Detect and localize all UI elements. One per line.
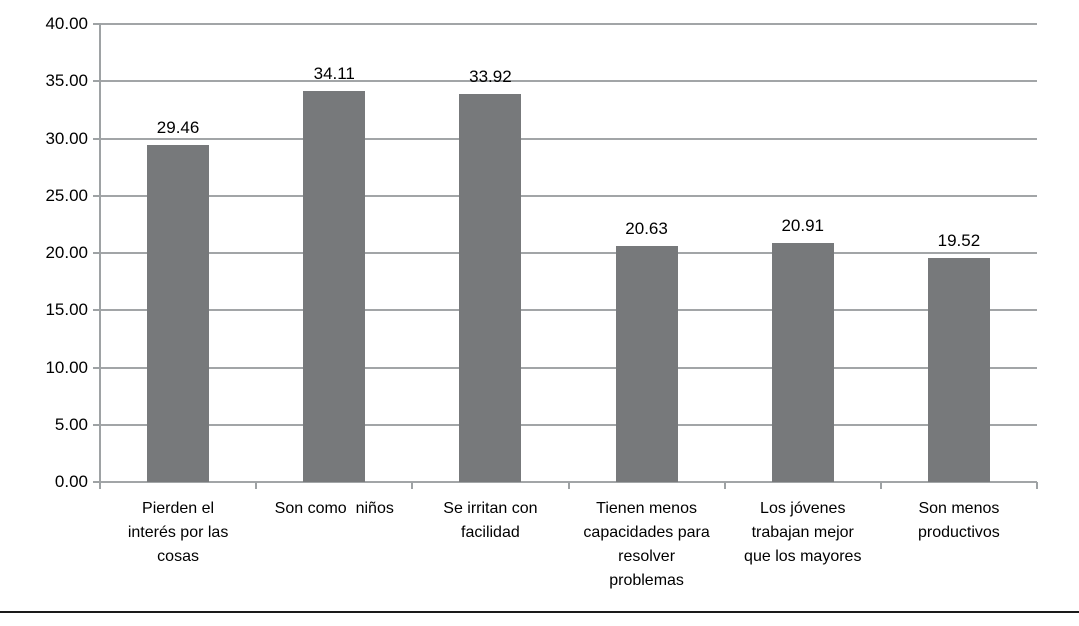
bar bbox=[303, 91, 366, 482]
bar bbox=[615, 245, 678, 482]
bar bbox=[927, 258, 990, 482]
y-axis-tick bbox=[93, 23, 100, 25]
gridline bbox=[100, 309, 1037, 312]
x-axis-tick bbox=[879, 482, 882, 489]
gridline bbox=[100, 366, 1037, 369]
bar-value-label: 34.11 bbox=[313, 64, 355, 84]
bar-value-label: 20.91 bbox=[781, 215, 825, 235]
x-axis-tick bbox=[255, 482, 258, 489]
y-tick-label: 0.00 bbox=[54, 472, 88, 491]
y-axis-tick bbox=[93, 309, 100, 312]
y-axis-tick bbox=[93, 194, 100, 197]
x-axis-tick bbox=[1036, 482, 1038, 489]
gridline bbox=[100, 252, 1037, 254]
gridline bbox=[100, 23, 1037, 25]
y-axis-tick bbox=[93, 80, 100, 83]
y-axis-tick bbox=[93, 137, 100, 140]
gridline bbox=[100, 423, 1037, 426]
x-axis-tick bbox=[99, 482, 101, 489]
y-tick-label: 30.00 bbox=[45, 128, 88, 148]
figure-bottom-rule bbox=[0, 611, 1079, 613]
x-category-label: Se irritan con facilidad bbox=[443, 500, 538, 541]
y-tick-label: 40.00 bbox=[45, 14, 88, 33]
x-axis-tick bbox=[567, 482, 570, 489]
y-axis-tick bbox=[93, 481, 100, 483]
bar-value-label: 29.46 bbox=[156, 117, 200, 137]
x-axis-tick bbox=[723, 482, 726, 489]
x-category-label: Son menos productivos bbox=[917, 500, 1000, 541]
y-tick-label: 20.00 bbox=[45, 243, 88, 262]
bar bbox=[147, 144, 210, 482]
y-axis-tick bbox=[93, 252, 100, 254]
bar-value-label: 33.92 bbox=[469, 66, 512, 86]
y-tick-label: 5.00 bbox=[54, 414, 88, 434]
x-axis-tick bbox=[411, 482, 414, 489]
x-category-label: Los jóvenes trabajan mejor que los mayor… bbox=[744, 500, 862, 565]
bar-value-label: 20.63 bbox=[625, 218, 668, 238]
x-category-label: Son como niños bbox=[274, 500, 394, 517]
x-category-label: Tienen menos capacidades para resolver p… bbox=[583, 500, 710, 589]
y-tick-label: 10.00 bbox=[45, 357, 88, 377]
gridline bbox=[100, 194, 1037, 197]
y-tick-label: 15.00 bbox=[45, 300, 88, 320]
gridline bbox=[100, 80, 1037, 83]
bar bbox=[771, 242, 834, 482]
y-axis-line bbox=[99, 23, 101, 489]
bar bbox=[459, 93, 522, 482]
x-category-label: Pierden el interés por las cosas bbox=[127, 500, 229, 565]
bar-value-label: 19.52 bbox=[937, 231, 981, 251]
y-tick-label: 35.00 bbox=[45, 71, 88, 91]
y-axis-tick bbox=[93, 423, 100, 426]
gridline bbox=[100, 137, 1037, 140]
y-axis-tick bbox=[93, 366, 100, 369]
y-tick-label: 25.00 bbox=[45, 185, 88, 205]
